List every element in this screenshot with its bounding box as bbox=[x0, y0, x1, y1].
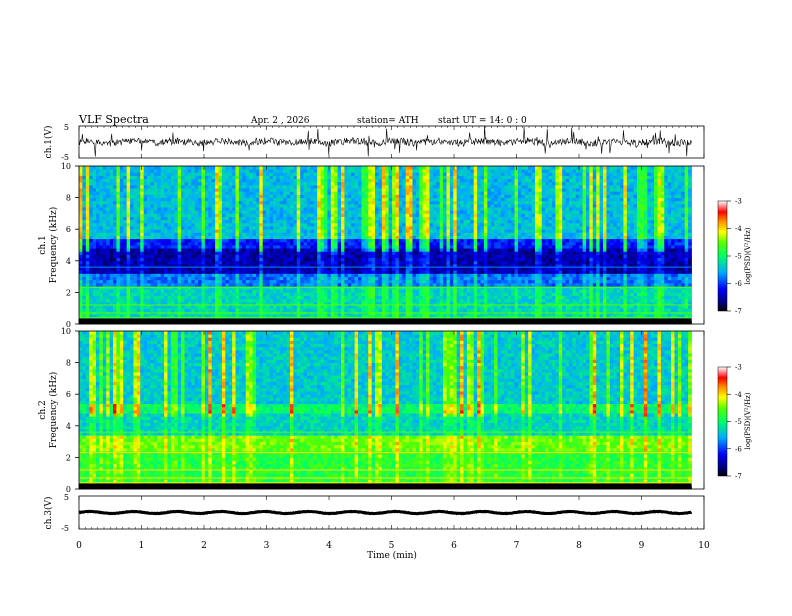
xtick-label: 9 bbox=[639, 541, 645, 551]
colorbar-tick-label: -4 bbox=[735, 225, 742, 233]
xtick-label: 2 bbox=[201, 541, 207, 551]
ch2-spectrogram-ylabel-channel: ch.2 bbox=[38, 400, 48, 419]
colorbar-tick-label: -5 bbox=[735, 253, 742, 261]
ytick-label: 2 bbox=[66, 453, 71, 462]
xtick-label: 8 bbox=[576, 541, 582, 551]
colorbar-tick-label: -4 bbox=[735, 391, 742, 399]
ytick-label: 6 bbox=[66, 225, 71, 234]
ytick-label: 8 bbox=[66, 194, 71, 203]
colorbar-tick-label: -5 bbox=[735, 418, 742, 426]
panel-ch1-waveform: 5 -5 ch.1(V) bbox=[43, 123, 704, 162]
xtick-label: 0 bbox=[76, 541, 82, 551]
ch1-spectrogram-ylabel-channel: ch.1 bbox=[38, 235, 48, 254]
ch2-spectrogram-image bbox=[79, 331, 692, 489]
colorbar-ch1: -3 -4 -5 -6 -7 log(PSD)(V²/Hz) bbox=[718, 198, 752, 316]
panel-ch3-waveform: 5 -5 ch.3(V) bbox=[43, 493, 704, 533]
colorbar-ch2: -3 -4 -5 -6 -7 log(PSD)(V²/Hz) bbox=[718, 364, 752, 481]
figure-title: VLF Spectra bbox=[78, 113, 149, 126]
ytick-label: 6 bbox=[66, 390, 71, 399]
ch3-waveform-ylabel: ch.3(V) bbox=[43, 497, 54, 530]
ch3-ytick-bottom: -5 bbox=[61, 524, 69, 533]
ch1-waveform-trace bbox=[79, 126, 692, 157]
ch2-colorbar-label: log(PSD)(V²/Hz) bbox=[744, 392, 752, 449]
ch1-colorbar-label: log(PSD)(V²/Hz) bbox=[744, 227, 752, 284]
time-axis-label: Time (min) bbox=[367, 550, 417, 561]
ch3-waveform-trace bbox=[79, 511, 692, 513]
ytick-label: 10 bbox=[61, 327, 71, 336]
colorbar-tick-label: -6 bbox=[735, 280, 742, 288]
ch1-ytick-bottom: -5 bbox=[61, 153, 69, 162]
xtick-label: 3 bbox=[264, 541, 270, 551]
colorbar-tick-label: -7 bbox=[735, 473, 742, 481]
xtick-label: 4 bbox=[326, 541, 332, 551]
ch2-colorbar-gradient bbox=[718, 367, 727, 476]
ytick-label: 4 bbox=[66, 257, 71, 266]
colorbar-tick-label: -6 bbox=[735, 445, 742, 453]
ch2-spectrogram-ylabel-frequency: Frequency (kHz) bbox=[48, 372, 59, 449]
colorbar-tick-label: -7 bbox=[735, 308, 742, 316]
colorbar-tick-label: -3 bbox=[735, 364, 742, 372]
xtick-label: 5 bbox=[389, 541, 395, 551]
ytick-label: 8 bbox=[66, 359, 71, 368]
ch1-waveform-ylabel: ch.1(V) bbox=[43, 126, 54, 159]
header-station: station= ATH bbox=[357, 116, 419, 126]
header-date: Apr. 2 , 2026 bbox=[250, 116, 310, 126]
ch1-colorbar-ticks: -3 -4 -5 -6 -7 bbox=[727, 198, 742, 316]
ytick-label: 2 bbox=[66, 288, 71, 297]
ch3-ytick-top: 5 bbox=[64, 493, 69, 502]
header-start-time: start UT = 14: 0 : 0 bbox=[438, 116, 527, 126]
ytick-label: 10 bbox=[61, 162, 71, 171]
xtick-label: 6 bbox=[451, 541, 457, 551]
xtick-label: 10 bbox=[698, 541, 710, 551]
ch2-colorbar-ticks: -3 -4 -5 -6 -7 bbox=[727, 364, 742, 481]
xtick-label: 7 bbox=[514, 541, 520, 551]
xtick-label: 1 bbox=[139, 541, 145, 551]
ch1-spectrogram-image bbox=[79, 166, 692, 324]
colorbar-tick-label: -3 bbox=[735, 198, 742, 206]
ch1-spectrogram-ylabel-frequency: Frequency (kHz) bbox=[48, 207, 59, 284]
ytick-label: 4 bbox=[66, 422, 71, 431]
ch1-ytick-top: 5 bbox=[64, 123, 69, 132]
ch1-colorbar-gradient bbox=[718, 201, 727, 311]
